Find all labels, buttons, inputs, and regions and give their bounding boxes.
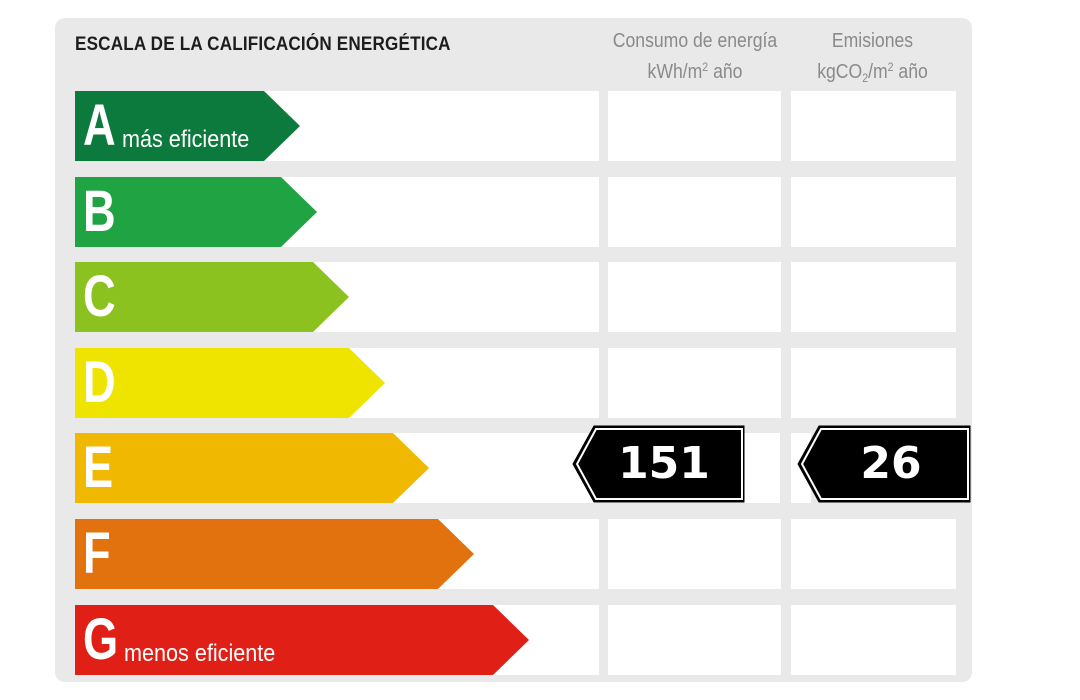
rating-arrow-d: D: [75, 348, 385, 418]
rating-label: menos eficiente: [124, 640, 276, 667]
emisiones-cell: [791, 91, 956, 161]
emisiones-column-header: Emisiones kgCO2/m2 año: [787, 28, 959, 91]
consumo-cell: [608, 519, 781, 589]
page-title: ESCALA DE LA CALIFICACIÓN ENERGÉTICA: [75, 34, 451, 55]
consumo-marker-shape: [572, 425, 745, 503]
rating-arrow-shape: [75, 605, 529, 675]
rating-arrow-c: C: [75, 262, 349, 332]
rating-arrow-shape: [75, 177, 317, 247]
rating-arrow-shape: [75, 91, 300, 161]
consumo-value-marker: 151: [572, 425, 746, 503]
rating-letter: G: [83, 607, 119, 672]
rating-letter: F: [83, 521, 111, 586]
emisiones-header-unit: kgCO2/m2 año: [817, 60, 928, 85]
rating-arrow-shape: [75, 262, 349, 332]
consumo-column-header: Consumo de energía kWh/m2 año: [607, 28, 783, 85]
rating-arrow-shape: [75, 433, 429, 503]
rating-arrow-shape: [75, 519, 474, 589]
rating-label: más eficiente: [122, 126, 250, 153]
rating-arrow-e: E: [75, 433, 429, 503]
rating-arrow-b: B: [75, 177, 317, 247]
emisiones-value-marker: 26: [797, 425, 972, 503]
consumo-header-line1: Consumo de energía: [612, 30, 778, 52]
consumo-header-unit: kWh/m2 año: [647, 60, 743, 83]
emisiones-marker-shape: [797, 425, 971, 503]
rating-letter: A: [83, 93, 116, 158]
emisiones-header-line1: Emisiones: [831, 30, 914, 52]
emisiones-cell: [791, 262, 956, 332]
emisiones-cell: [791, 348, 956, 418]
consumo-cell: [608, 91, 781, 161]
rating-letter: E: [83, 435, 114, 500]
emisiones-cell: [791, 519, 956, 589]
rating-arrow-f: F: [75, 519, 474, 589]
rating-letter: C: [83, 264, 116, 329]
consumo-cell: [608, 262, 781, 332]
rating-arrow-shape: [75, 348, 385, 418]
rating-letter: D: [83, 350, 116, 415]
emisiones-value: 26: [860, 438, 922, 489]
emisiones-cell: [791, 177, 956, 247]
consumo-cell: [608, 605, 781, 675]
consumo-cell: [608, 177, 781, 247]
consumo-cell: [608, 348, 781, 418]
emisiones-cell: [791, 605, 956, 675]
rating-letter: B: [83, 179, 116, 244]
consumo-value: 151: [618, 438, 710, 489]
